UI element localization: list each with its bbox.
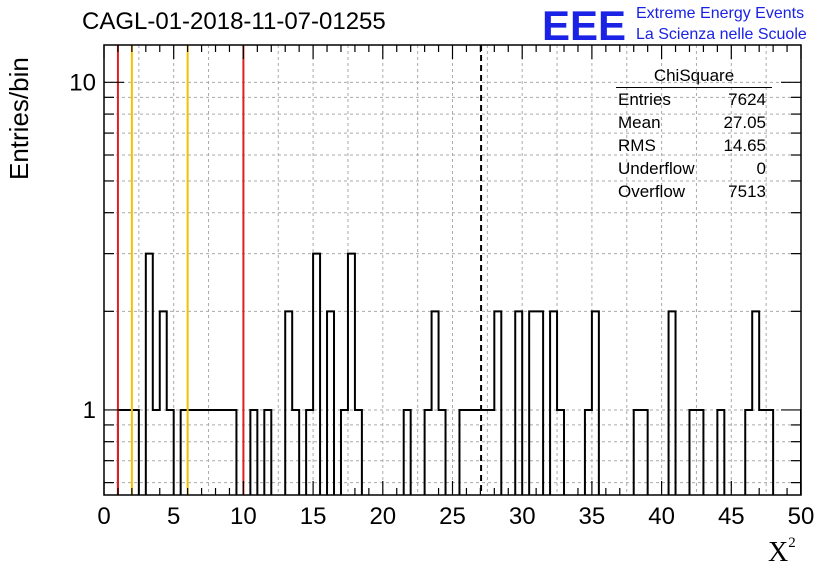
x-tick-label: 45: [718, 503, 745, 530]
stats-value: 7624: [728, 90, 766, 109]
stats-row-entries: Entries 7624: [612, 88, 772, 111]
stats-box: ChiSquare Entries 7624 Mean 27.05 RMS 14.65…: [612, 66, 772, 203]
x-tick-label: 20: [369, 503, 396, 530]
logo-line-1: Extreme Energy Events: [636, 5, 805, 22]
stats-label: Mean: [618, 113, 661, 132]
stats-label: Entries: [618, 90, 671, 109]
x-tick-label: 50: [788, 503, 815, 530]
y-tick-label: 10: [69, 69, 96, 96]
stats-value: 7513: [728, 182, 766, 201]
stats-title: ChiSquare: [616, 66, 772, 88]
logo-mark: EEE: [542, 2, 627, 49]
stats-value: 14.65: [723, 136, 766, 155]
x-tick-label: 5: [167, 503, 180, 530]
y-tick-label: 1: [83, 397, 96, 424]
stats-label: RMS: [618, 136, 656, 155]
x-tick-label: 40: [648, 503, 675, 530]
x-axis-label: X2: [768, 535, 796, 569]
stats-row-underflow: Underflow 0: [612, 157, 772, 180]
x-tick-label: 0: [97, 503, 110, 530]
logo-line-2: La Scienza nelle Scuole: [636, 26, 807, 43]
x-tick-label: 35: [579, 503, 606, 530]
stats-row-overflow: Overflow 7513: [612, 180, 772, 203]
stats-row-rms: RMS 14.65: [612, 134, 772, 157]
x-tick-label: 10: [230, 503, 257, 530]
x-tick-label: 30: [509, 503, 536, 530]
x-axis-label-superscript: 2: [788, 535, 796, 551]
y-axis-label: Entries/bin: [4, 57, 34, 180]
stats-row-mean: Mean 27.05: [612, 111, 772, 134]
x-tick-label: 15: [300, 503, 327, 530]
histogram-title: CAGL-01-2018-11-07-01255: [82, 8, 386, 35]
stats-value: 0: [756, 159, 766, 178]
x-tick-label: 25: [439, 503, 466, 530]
logo-text: Extreme Energy Events La Scienza nelle S…: [636, 3, 807, 45]
stats-label: Underflow: [618, 159, 695, 178]
stats-label: Overflow: [618, 182, 686, 201]
x-axis-label-base: X: [768, 537, 789, 568]
stats-value: 27.05: [723, 113, 766, 132]
